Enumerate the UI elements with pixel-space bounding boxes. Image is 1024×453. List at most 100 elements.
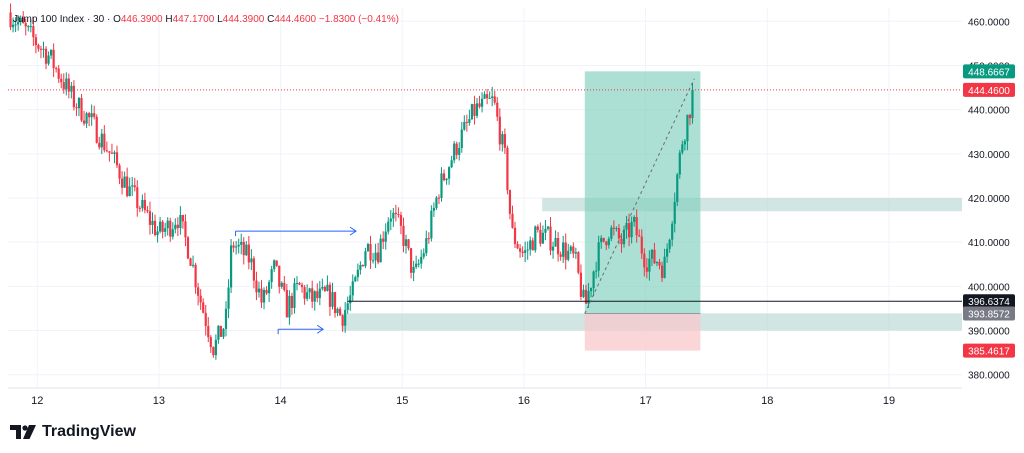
- candle-body: [572, 246, 575, 254]
- candle-body: [242, 241, 245, 256]
- price-tick-label: 400.0000: [968, 282, 1010, 293]
- candle-body: [278, 265, 281, 287]
- candle-body: [648, 258, 651, 272]
- candle-body: [328, 284, 332, 307]
- candle-body: [366, 244, 370, 252]
- candle-body: [602, 237, 605, 242]
- candle-body: [217, 325, 220, 340]
- candle-body: [42, 48, 45, 50]
- candle-body: [435, 197, 438, 208]
- candle-body: [536, 226, 539, 230]
- candle-body: [475, 103, 479, 116]
- price-tick-label: 390.0000: [968, 327, 1010, 338]
- candle-body: [151, 220, 154, 225]
- time-tick-label: 14: [274, 395, 286, 407]
- candle-body: [159, 221, 162, 232]
- candle-body: [275, 260, 278, 266]
- target-badge: [963, 64, 1015, 79]
- candle-body: [181, 215, 185, 222]
- candle-body: [224, 308, 228, 329]
- candle-body: [166, 220, 169, 229]
- candle-body: [605, 241, 608, 246]
- candle-body: [582, 289, 585, 297]
- candle-body: [82, 120, 86, 124]
- low-label: L: [217, 14, 223, 25]
- candle-body: [607, 238, 610, 246]
- position-profit-zone: [584, 71, 701, 314]
- candle-body: [191, 264, 195, 266]
- candle-body: [584, 289, 588, 304]
- candle-body: [377, 252, 380, 263]
- entry-badge-label: 393.8572: [968, 310, 1010, 321]
- candle-body: [11, 24, 15, 28]
- interval[interactable]: 30: [93, 14, 105, 25]
- entry-badge: [963, 306, 1015, 321]
- candle-body: [88, 113, 91, 118]
- candle-body: [427, 238, 430, 240]
- candle-body: [668, 239, 671, 249]
- candle-body: [526, 249, 529, 251]
- candle-body: [420, 256, 423, 264]
- candle-body: [513, 227, 517, 244]
- candle-body: [412, 267, 415, 273]
- candle-body: [450, 160, 453, 168]
- candle-body: [164, 228, 167, 232]
- candle-body: [95, 116, 98, 143]
- candle-body: [541, 232, 545, 244]
- candle-body: [120, 178, 124, 188]
- candle-body: [118, 165, 121, 179]
- candle-body: [128, 186, 131, 197]
- candle-body: [686, 114, 689, 142]
- candle-body: [194, 264, 197, 288]
- candle-body: [577, 252, 580, 273]
- candle-body: [402, 225, 405, 246]
- long-position-tool[interactable]: [584, 71, 701, 351]
- candle-body: [389, 218, 392, 222]
- candle-body: [488, 97, 491, 99]
- candle-body: [295, 282, 299, 284]
- candle-body: [384, 231, 387, 242]
- candle-body: [344, 309, 347, 326]
- candle-body: [409, 248, 413, 273]
- candle-body: [676, 174, 679, 202]
- candle-body: [425, 238, 428, 254]
- candle-body: [480, 98, 484, 107]
- candle-body: [240, 241, 243, 245]
- symbol-name[interactable]: Jump 100 Index: [13, 14, 85, 25]
- candle-body: [691, 89, 694, 119]
- candle-body: [483, 94, 486, 99]
- candle-body: [113, 152, 116, 154]
- candle-body: [280, 282, 283, 287]
- candle-body: [189, 258, 192, 266]
- candle-body: [174, 224, 177, 230]
- candle-body: [579, 272, 583, 297]
- candle-body: [615, 228, 618, 230]
- tradingview-logo-icon: [10, 425, 36, 439]
- price-tick-label: 430.0000: [968, 150, 1010, 161]
- candle-body: [463, 121, 466, 130]
- tradingview-brand[interactable]: TradingView: [10, 423, 136, 441]
- candle-body: [468, 119, 471, 123]
- candle-body: [404, 239, 408, 246]
- candle-body: [354, 277, 357, 282]
- candle-body: [369, 244, 372, 261]
- candle-body: [186, 237, 190, 259]
- level-badge-label: 396.6374: [968, 297, 1010, 308]
- candle-body: [678, 152, 681, 175]
- time-axis[interactable]: 12 13 14 15 16 17 18 19: [31, 395, 895, 407]
- candle-body: [455, 143, 458, 155]
- candle-body: [323, 286, 326, 291]
- candle-body: [531, 240, 534, 251]
- candle-body: [143, 199, 146, 211]
- candle-body: [110, 152, 114, 154]
- price-tick-label: 440.0000: [968, 106, 1010, 117]
- drawing-overlays[interactable]: [8, 78, 962, 335]
- candle-body: [326, 284, 329, 291]
- candle-body: [658, 261, 661, 266]
- high-label: H: [165, 14, 173, 25]
- candle-body: [199, 295, 202, 303]
- candle-body: [506, 147, 509, 191]
- candle-body: [39, 48, 43, 50]
- candle-body: [638, 235, 641, 237]
